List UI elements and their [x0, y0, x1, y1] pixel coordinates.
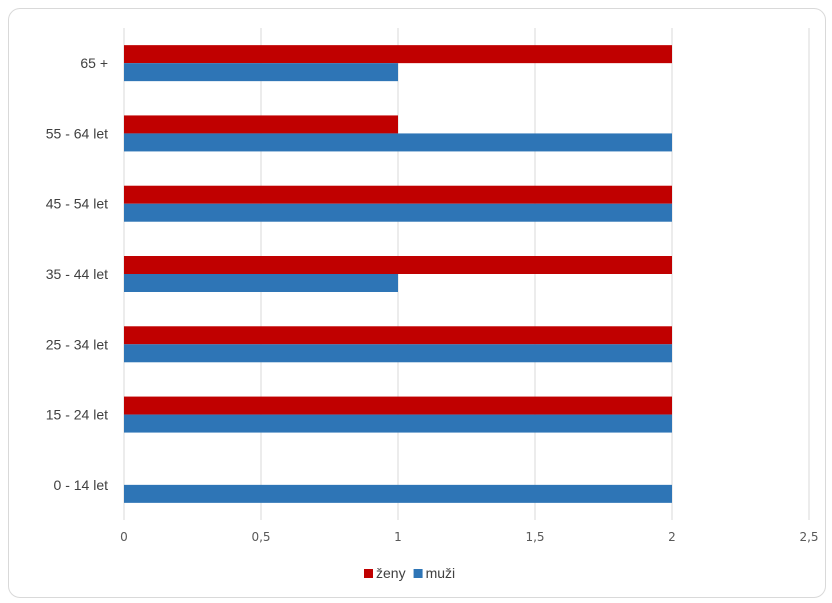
category-label: 15 - 24 let — [46, 407, 108, 423]
x-tick-label: 2,5 — [799, 530, 818, 544]
legend-swatch — [413, 569, 423, 578]
legend-swatch — [364, 569, 373, 578]
legend-label: ženy — [376, 565, 406, 581]
category-label: 25 - 34 let — [46, 336, 108, 352]
legend: ženy muži — [364, 565, 455, 581]
category-label: 0 - 14 let — [54, 477, 109, 493]
x-tick-label: 0,5 — [251, 530, 270, 544]
category-label: 35 - 44 let — [46, 266, 108, 282]
bar-muzi — [124, 133, 672, 152]
bar-muzi — [124, 484, 672, 503]
legend-label: muži — [426, 565, 456, 581]
bar-zeny — [124, 396, 672, 415]
bar-zeny — [124, 326, 672, 345]
x-tick-label: 0 — [120, 530, 128, 544]
bars — [124, 45, 672, 503]
x-tick-label: 2 — [668, 530, 676, 544]
x-tick-label: 1,5 — [525, 530, 544, 544]
x-tick-labels: 0 0,5 1 1,5 2 2,5 — [120, 530, 818, 544]
bar-zeny — [124, 185, 672, 204]
bar-muzi — [124, 414, 672, 433]
category-label: 45 - 54 let — [46, 196, 108, 212]
x-tick-label: 1 — [394, 530, 402, 544]
bar-muzi — [124, 203, 672, 222]
bar-muzi — [124, 344, 672, 363]
category-label: 65 + — [80, 55, 108, 71]
bar-zeny — [124, 45, 672, 64]
bar-muzi — [124, 63, 398, 82]
category-labels: 0 - 14 let 15 - 24 let 25 - 34 let 35 - 44 … — [46, 55, 108, 493]
category-label: 55 - 64 let — [46, 125, 108, 141]
bar-zeny — [124, 115, 398, 134]
bar-muzi — [124, 274, 398, 292]
bar-zeny — [124, 256, 672, 274]
